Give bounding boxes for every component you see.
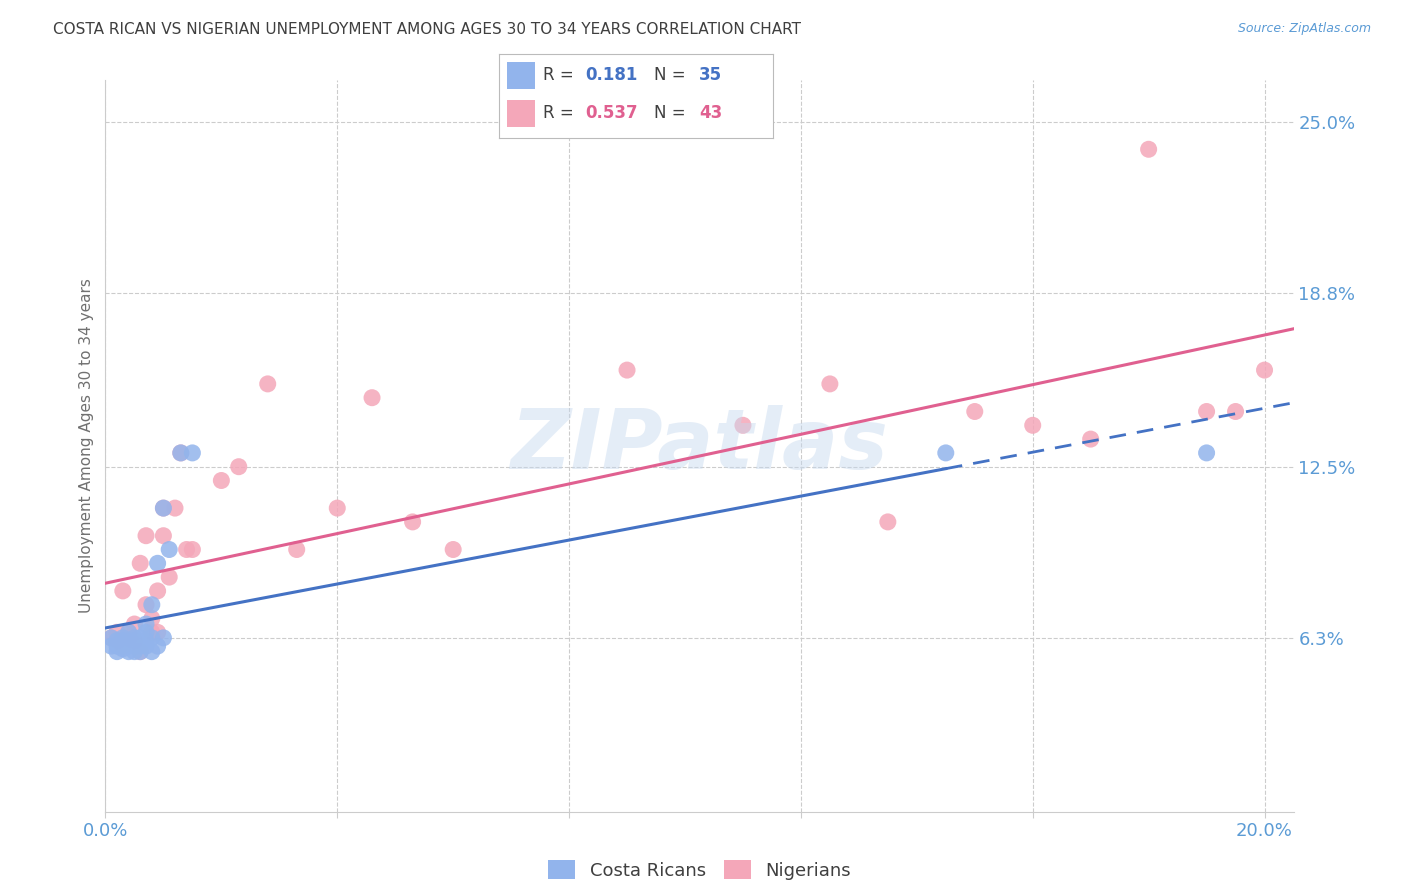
Point <box>157 570 180 584</box>
Point <box>401 515 423 529</box>
Point <box>441 542 464 557</box>
Point <box>146 583 169 598</box>
Point <box>111 639 134 653</box>
Point <box>135 617 157 632</box>
Text: 0.181: 0.181 <box>585 66 638 84</box>
Point <box>935 446 957 460</box>
Point <box>105 633 128 648</box>
Point <box>1137 142 1160 156</box>
Point <box>181 542 204 557</box>
Point <box>141 625 163 640</box>
Point <box>117 625 139 640</box>
Legend: Costa Ricans, Nigerians: Costa Ricans, Nigerians <box>541 853 858 887</box>
Text: ZIPatlas: ZIPatlas <box>510 406 889 486</box>
Point <box>256 376 278 391</box>
Text: COSTA RICAN VS NIGERIAN UNEMPLOYMENT AMONG AGES 30 TO 34 YEARS CORRELATION CHART: COSTA RICAN VS NIGERIAN UNEMPLOYMENT AMO… <box>53 22 801 37</box>
Point <box>105 639 128 653</box>
Point <box>111 631 134 645</box>
Point <box>111 641 134 656</box>
Point <box>141 645 163 659</box>
Point <box>146 639 169 653</box>
Text: Source: ZipAtlas.com: Source: ZipAtlas.com <box>1237 22 1371 36</box>
Point <box>124 617 146 632</box>
Point <box>111 639 134 653</box>
Point <box>326 501 349 516</box>
Point <box>152 501 174 516</box>
Point <box>117 645 139 659</box>
Text: R =: R = <box>543 66 579 84</box>
Point <box>135 625 157 640</box>
Y-axis label: Unemployment Among Ages 30 to 34 years: Unemployment Among Ages 30 to 34 years <box>79 278 94 614</box>
Text: 43: 43 <box>699 104 723 122</box>
Point <box>963 404 986 418</box>
Point <box>105 625 128 640</box>
Point <box>141 611 163 625</box>
Point <box>135 633 157 648</box>
Point <box>285 542 308 557</box>
Point <box>117 639 139 653</box>
Point <box>176 542 198 557</box>
Point <box>100 639 122 653</box>
Text: N =: N = <box>654 66 690 84</box>
Point <box>152 529 174 543</box>
Point <box>100 631 122 645</box>
Point <box>124 633 146 648</box>
Point <box>141 598 163 612</box>
Point <box>105 645 128 659</box>
Point <box>124 639 146 653</box>
Point <box>129 639 152 653</box>
Point <box>124 633 146 648</box>
Point <box>117 625 139 640</box>
Point <box>129 645 152 659</box>
Text: 0.537: 0.537 <box>585 104 638 122</box>
Point <box>876 515 898 529</box>
Point <box>129 631 152 645</box>
Point <box>616 363 638 377</box>
Point <box>100 631 122 645</box>
Point <box>129 645 152 659</box>
Point <box>163 501 186 516</box>
Point <box>135 639 157 653</box>
Point <box>170 446 193 460</box>
Point <box>129 557 152 571</box>
Point <box>152 501 174 516</box>
Point <box>146 625 169 640</box>
Point <box>135 529 157 543</box>
Text: 35: 35 <box>699 66 723 84</box>
Bar <box>508 62 534 89</box>
Point <box>209 474 232 488</box>
Point <box>1225 404 1247 418</box>
Point <box>181 446 204 460</box>
Text: N =: N = <box>654 104 690 122</box>
Point <box>152 631 174 645</box>
Point <box>731 418 754 433</box>
Point <box>1080 432 1102 446</box>
Point <box>1195 446 1218 460</box>
Bar <box>508 100 534 128</box>
Point <box>170 446 193 460</box>
Point <box>228 459 250 474</box>
Point <box>105 633 128 648</box>
Point <box>111 583 134 598</box>
Point <box>818 376 841 391</box>
Point <box>1022 418 1045 433</box>
Text: R =: R = <box>543 104 579 122</box>
Point <box>1195 404 1218 418</box>
Point <box>135 598 157 612</box>
Point <box>124 645 146 659</box>
Point <box>124 631 146 645</box>
Point <box>111 633 134 648</box>
Point <box>1253 363 1275 377</box>
Point <box>117 631 139 645</box>
Point <box>157 542 180 557</box>
Point <box>146 557 169 571</box>
Point <box>361 391 384 405</box>
Point <box>141 631 163 645</box>
